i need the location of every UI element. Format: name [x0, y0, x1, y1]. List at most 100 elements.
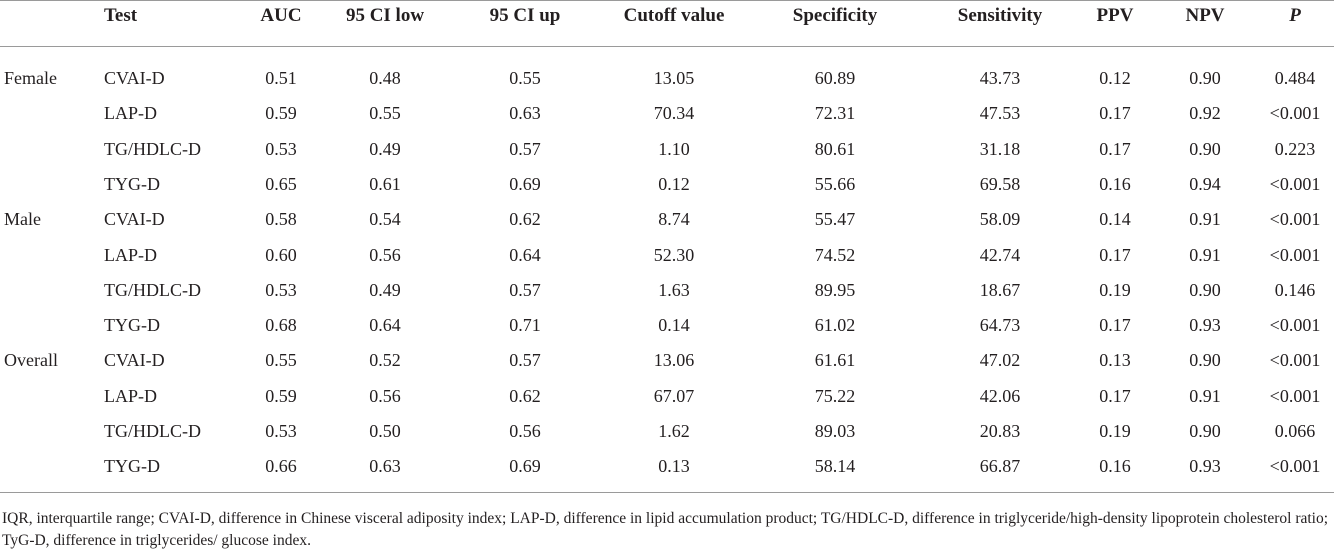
cell-test: LAP-D: [104, 103, 157, 123]
cell-ci-low: 0.63: [369, 456, 401, 476]
cell-ppv: 0.16: [1099, 174, 1131, 194]
cell-ppv: 0.19: [1099, 421, 1131, 441]
cell-p-value: 0.146: [1274, 280, 1316, 300]
group-label: Female: [4, 68, 57, 88]
cell-sensitivity: 47.53: [979, 103, 1021, 123]
cell-ppv: 0.12: [1099, 68, 1131, 88]
cell-sensitivity: 66.87: [979, 456, 1021, 476]
top-rule: [0, 0, 1334, 1]
cell-npv: 0.91: [1189, 245, 1221, 265]
cell-specificity: 58.14: [814, 456, 856, 476]
cell-specificity: 89.95: [814, 280, 856, 300]
cell-npv: 0.94: [1189, 174, 1221, 194]
cell-ppv: 0.19: [1099, 280, 1131, 300]
cell-test: TG/HDLC-D: [104, 139, 201, 159]
cell-ppv: 0.13: [1099, 350, 1131, 370]
cell-ci-up: 0.56: [509, 421, 541, 441]
cell-p-value: 0.066: [1274, 421, 1316, 441]
header-test: Test: [104, 5, 138, 26]
cell-npv: 0.90: [1189, 350, 1221, 370]
cell-auc: 0.66: [265, 456, 297, 476]
cell-sensitivity: 47.02: [979, 350, 1021, 370]
cell-ci-low: 0.56: [369, 245, 401, 265]
cell-npv: 0.90: [1189, 421, 1221, 441]
cell-cutoff: 1.63: [658, 280, 690, 300]
cell-sensitivity: 31.18: [979, 139, 1021, 159]
cell-npv: 0.90: [1189, 68, 1221, 88]
header-sensitivity: Sensitivity: [957, 5, 1043, 26]
cell-p-value: <0.001: [1269, 174, 1321, 194]
cell-npv: 0.92: [1189, 103, 1221, 123]
cell-npv: 0.93: [1189, 456, 1221, 476]
header-cutoff: Cutoff value: [623, 5, 725, 26]
cell-auc: 0.59: [265, 103, 297, 123]
cell-p-value: <0.001: [1269, 456, 1321, 476]
cell-npv: 0.91: [1189, 209, 1221, 229]
cell-p-value: <0.001: [1269, 245, 1321, 265]
cell-sensitivity: 18.67: [979, 280, 1021, 300]
cell-test: TYG-D: [104, 315, 160, 335]
cell-sensitivity: 42.06: [979, 386, 1021, 406]
cell-cutoff: 0.12: [658, 174, 690, 194]
cell-ci-low: 0.55: [369, 103, 401, 123]
cell-ppv: 0.14: [1099, 209, 1131, 229]
cell-npv: 0.91: [1189, 386, 1221, 406]
cell-auc: 0.53: [265, 139, 297, 159]
cell-ppv: 0.17: [1099, 103, 1131, 123]
cell-test: CVAI-D: [104, 350, 165, 370]
cell-ci-up: 0.57: [509, 350, 541, 370]
cell-ci-up: 0.62: [509, 209, 541, 229]
cell-auc: 0.68: [265, 315, 297, 335]
cell-test: TYG-D: [104, 456, 160, 476]
cell-ci-up: 0.71: [509, 315, 541, 335]
cell-p-value: <0.001: [1269, 315, 1321, 335]
cell-specificity: 72.31: [814, 103, 856, 123]
cell-test: LAP-D: [104, 245, 157, 265]
cell-cutoff: 67.07: [653, 386, 695, 406]
cell-ppv: 0.16: [1099, 456, 1131, 476]
table-footnote: IQR, interquartile range; CVAI-D, differ…: [2, 510, 1329, 549]
cell-p-value: <0.001: [1269, 350, 1321, 370]
header-ppv: PPV: [1096, 5, 1134, 26]
cell-p-value: 0.484: [1274, 68, 1316, 88]
cell-cutoff: 13.05: [653, 68, 695, 88]
cell-cutoff: 52.30: [653, 245, 695, 265]
cell-test: TG/HDLC-D: [104, 421, 201, 441]
cell-test: CVAI-D: [104, 68, 165, 88]
cell-auc: 0.58: [265, 209, 297, 229]
group-label: Male: [4, 209, 41, 229]
cell-test: LAP-D: [104, 386, 157, 406]
cell-npv: 0.90: [1189, 139, 1221, 159]
cell-auc: 0.53: [265, 421, 297, 441]
cell-ci-low: 0.49: [369, 139, 401, 159]
cell-ci-low: 0.56: [369, 386, 401, 406]
cell-test: TYG-D: [104, 174, 160, 194]
cell-ci-up: 0.57: [509, 139, 541, 159]
cell-auc: 0.55: [265, 350, 297, 370]
header-ci-up: 95 CI up: [489, 5, 561, 26]
header-npv: NPV: [1185, 5, 1225, 26]
cell-ci-up: 0.69: [509, 174, 541, 194]
cell-sensitivity: 69.58: [979, 174, 1021, 194]
cell-p-value: <0.001: [1269, 103, 1321, 123]
cell-sensitivity: 20.83: [979, 421, 1021, 441]
cell-ci-low: 0.50: [369, 421, 401, 441]
cell-cutoff: 1.62: [658, 421, 690, 441]
cell-p-value: <0.001: [1269, 209, 1321, 229]
cell-specificity: 55.47: [814, 209, 856, 229]
cell-specificity: 61.02: [814, 315, 856, 335]
cell-auc: 0.60: [265, 245, 297, 265]
cell-p-value: 0.223: [1274, 139, 1316, 159]
cell-ci-low: 0.61: [369, 174, 401, 194]
cell-ci-low: 0.52: [369, 350, 401, 370]
cell-sensitivity: 43.73: [979, 68, 1021, 88]
cell-cutoff: 1.10: [658, 139, 690, 159]
cell-ci-up: 0.57: [509, 280, 541, 300]
cell-cutoff: 13.06: [653, 350, 695, 370]
cell-sensitivity: 42.74: [979, 245, 1021, 265]
cell-cutoff: 8.74: [658, 209, 690, 229]
cell-ci-low: 0.48: [369, 68, 401, 88]
cell-specificity: 80.61: [814, 139, 856, 159]
cell-auc: 0.65: [265, 174, 297, 194]
cell-specificity: 61.61: [814, 350, 856, 370]
